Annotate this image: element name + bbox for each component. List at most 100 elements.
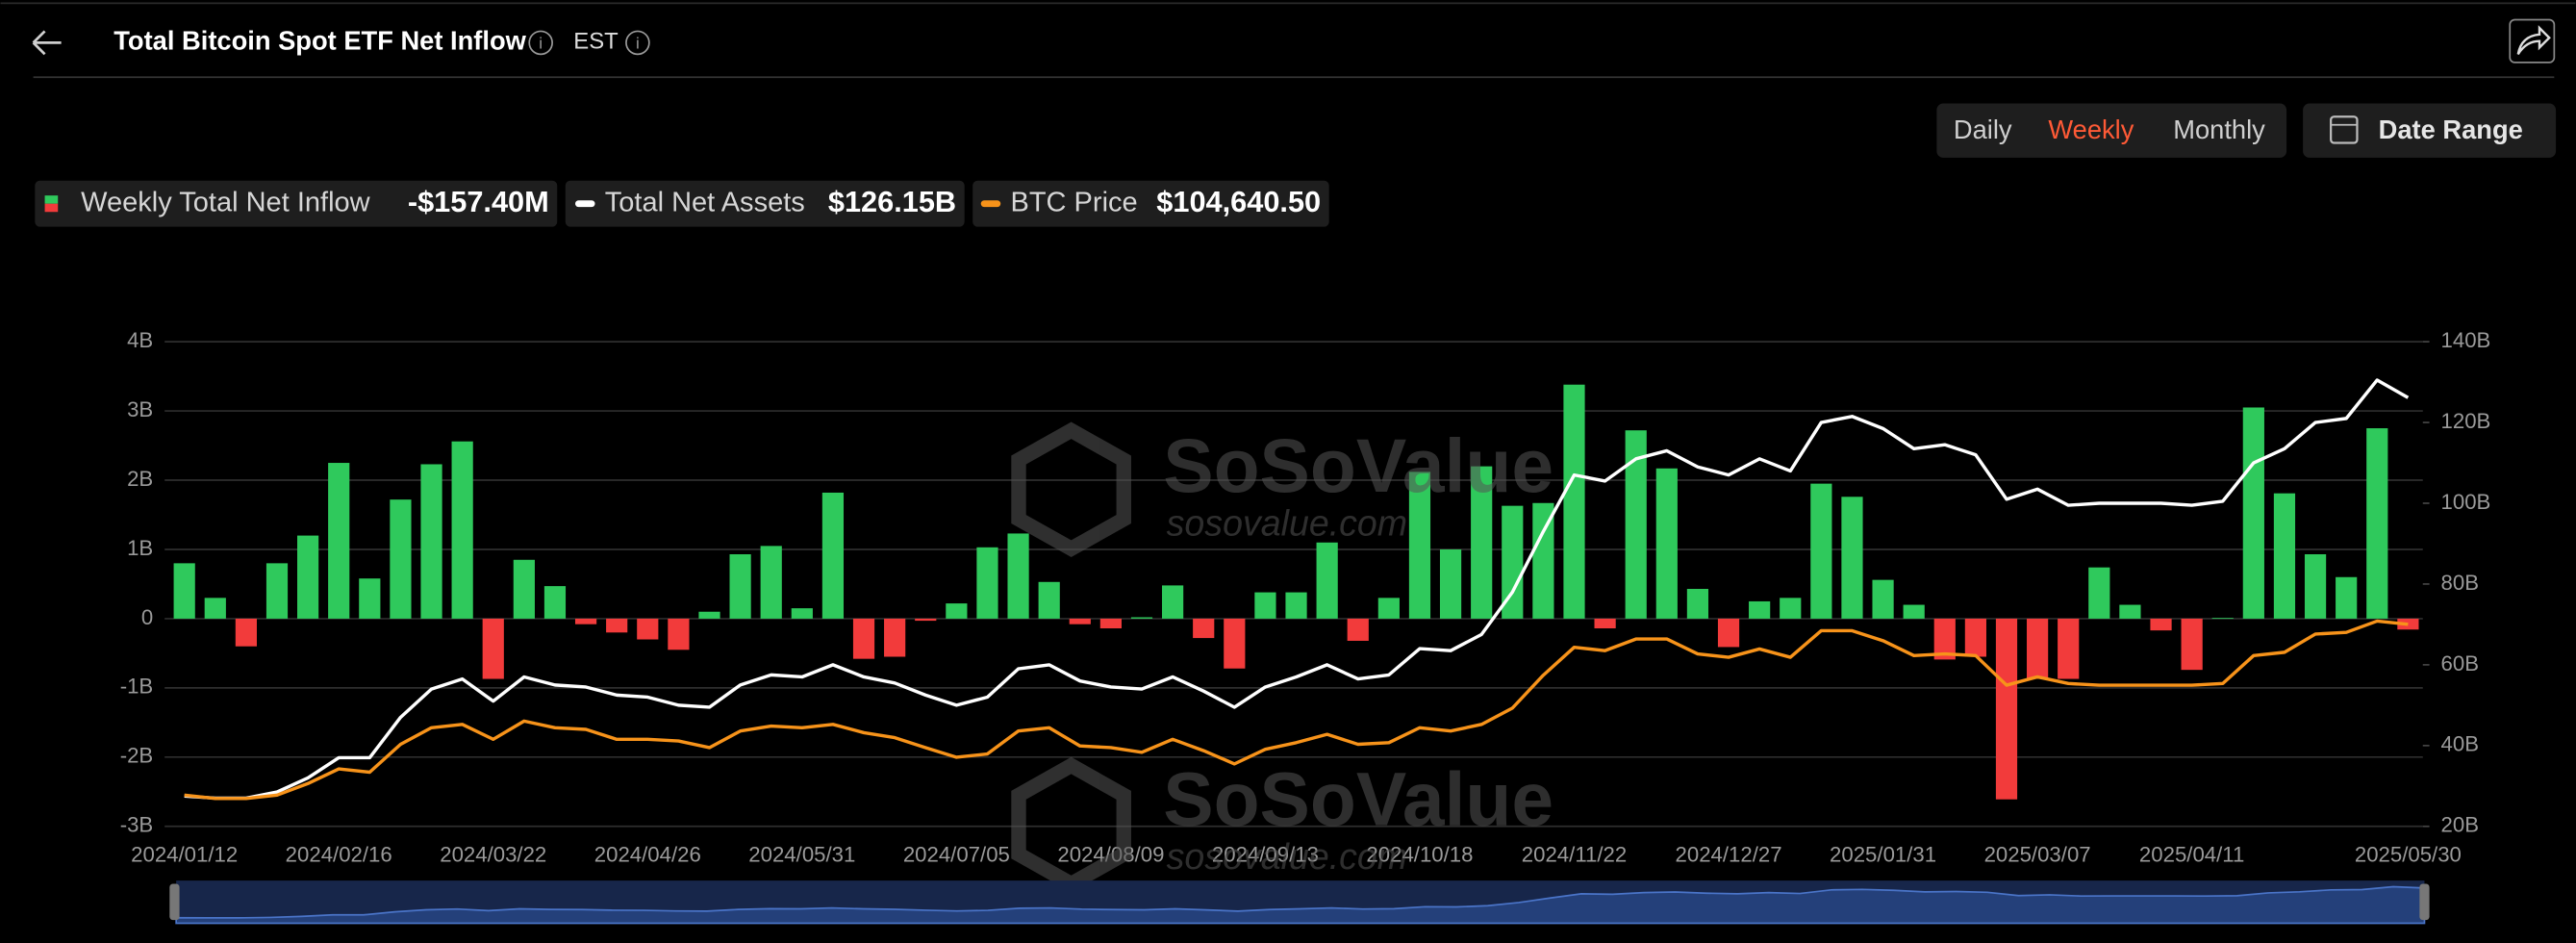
info-icon[interactable]: i xyxy=(528,30,553,56)
bar xyxy=(235,618,257,647)
page-title: Total Bitcoin Spot ETF Net Inflow xyxy=(114,26,526,56)
bar xyxy=(1933,618,1956,660)
line xyxy=(184,378,2410,801)
bar xyxy=(1841,497,1863,619)
bar xyxy=(915,618,937,622)
legend-item[interactable] xyxy=(972,180,1329,227)
legend-label: Total Net Assets xyxy=(605,187,805,217)
x-tick-label: 2024/09/13 xyxy=(1212,842,1319,866)
bar xyxy=(1471,466,1493,619)
line xyxy=(184,619,2409,801)
plot: -3B -2B -1B 0 1B 2B 3B 4B 20B 40B 60B 80B 100B 120B 14… xyxy=(120,328,2491,866)
bar xyxy=(1625,430,1647,619)
navigator-handle[interactable] xyxy=(169,883,180,921)
legend-item[interactable] xyxy=(565,180,965,227)
bar xyxy=(1130,617,1153,619)
x-tick-label: 2024/03/22 xyxy=(440,842,546,866)
bar xyxy=(1347,618,1369,641)
tab[interactable]: Daily xyxy=(1954,115,2012,144)
x-tick-label: 2024/11/22 xyxy=(1522,842,1627,866)
x-tick-label: 2024/07/05 xyxy=(903,842,1010,866)
tab-group xyxy=(1936,103,2287,158)
bar xyxy=(606,618,628,633)
bar xyxy=(2088,567,2110,619)
navigator-area xyxy=(175,885,2426,925)
bar xyxy=(451,441,473,619)
bar xyxy=(2304,554,2327,619)
bar xyxy=(574,618,597,624)
bar xyxy=(1717,618,1740,648)
watermark-site: sosovalue.com xyxy=(1167,502,1407,543)
legend-item[interactable] xyxy=(35,180,558,227)
date-range-label: Date Range xyxy=(2379,115,2523,144)
bar xyxy=(1038,581,1060,619)
y-tick-label: -2B xyxy=(120,744,154,768)
bar xyxy=(1872,579,1894,619)
bar xyxy=(2119,604,2141,619)
y-tick-label: -3B xyxy=(120,813,154,837)
bar xyxy=(1377,598,1400,619)
x-tick-label: 2024/10/18 xyxy=(1366,842,1473,866)
bar xyxy=(1099,618,1122,628)
bar xyxy=(297,535,319,619)
bar xyxy=(1285,592,1307,619)
y2-tick-label: 100B xyxy=(2441,490,2491,514)
bar xyxy=(482,618,504,679)
bar xyxy=(946,603,968,619)
tab[interactable]: Weekly xyxy=(2048,115,2134,144)
bar xyxy=(2366,428,2388,619)
bar xyxy=(543,586,567,619)
bar xyxy=(2336,576,2358,619)
bar xyxy=(1903,604,1925,619)
share-button[interactable] xyxy=(2509,18,2556,64)
bar xyxy=(2211,618,2234,620)
bar xyxy=(1749,600,1771,619)
bar xyxy=(729,554,751,619)
info-glyph: i xyxy=(636,35,640,53)
legend-label: BTC Price xyxy=(1010,187,1137,217)
bar xyxy=(698,611,720,619)
tab[interactable]: Monthly xyxy=(2173,115,2265,144)
bar xyxy=(1439,548,1462,619)
range-navigator[interactable] xyxy=(169,880,2430,925)
bar xyxy=(1069,618,1091,624)
bar xyxy=(1995,618,2018,800)
bar xyxy=(1193,618,1215,639)
timezone-info-icon[interactable]: i xyxy=(625,30,650,56)
y2-tick-label: 40B xyxy=(2441,732,2479,756)
bar xyxy=(1502,505,1524,619)
bar xyxy=(976,547,998,619)
bar xyxy=(2027,618,2049,679)
info-glyph: i xyxy=(539,35,543,53)
date-range-button[interactable]: Date Range xyxy=(2303,103,2557,158)
legend-value: $104,640.50 xyxy=(1156,185,1321,218)
y2-tick-label: 60B xyxy=(2441,651,2479,675)
navigator-handle[interactable] xyxy=(2419,883,2430,921)
y-tick-label: 3B xyxy=(127,397,153,421)
back-arrow xyxy=(32,30,62,56)
bar xyxy=(1780,598,1802,619)
y-tick-label: 4B xyxy=(127,328,153,352)
bar xyxy=(637,618,659,640)
share-icon xyxy=(2516,25,2551,55)
x-tick-label: 2025/04/11 xyxy=(2139,842,2244,866)
bar xyxy=(390,499,412,619)
y2-tick-label: 80B xyxy=(2441,571,2479,595)
x-tick-label: 2025/03/07 xyxy=(1984,842,2091,866)
bar xyxy=(2150,618,2172,631)
back-button[interactable] xyxy=(32,30,62,56)
legend-swatch xyxy=(980,200,1001,208)
legend-value: -$157.40M xyxy=(408,185,549,218)
x-tick-label: 2024/04/26 xyxy=(594,842,701,866)
bar xyxy=(1408,472,1431,619)
bar xyxy=(1007,533,1029,619)
y-tick-label: 1B xyxy=(127,536,153,560)
y-tick-label: 2B xyxy=(127,467,153,491)
bar xyxy=(359,578,381,619)
bar xyxy=(2273,493,2296,619)
x-tick-label: 2025/01/31 xyxy=(1830,842,1936,866)
x-tick-label: 2025/05/30 xyxy=(2355,842,2462,866)
bar xyxy=(1810,483,1832,619)
